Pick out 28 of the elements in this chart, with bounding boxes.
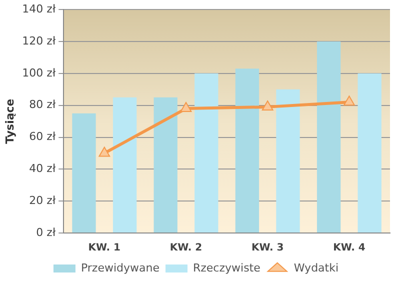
y-axis-title: Tysiące (3, 98, 16, 144)
bar (235, 68, 260, 232)
y-tick-label: 140 zł (22, 2, 56, 16)
y-tick-label: 40 zł (29, 162, 56, 176)
bar (276, 89, 300, 232)
x-tick-label: KW. 4 (333, 242, 366, 254)
x-tick-label: KW. 1 (88, 242, 121, 254)
bar (358, 73, 382, 232)
bar (154, 97, 178, 232)
y-tick-label: 80 zł (29, 98, 56, 112)
x-tick-label: KW. 3 (251, 242, 284, 254)
bar (112, 97, 137, 232)
legend-label: Rzeczywiste (192, 261, 261, 274)
bar (194, 73, 218, 232)
point (344, 96, 355, 106)
y-tick-label: 120 zł (22, 34, 56, 48)
legend-label: Wydatki (294, 261, 339, 274)
point (98, 146, 110, 157)
y-tick-label: 20 zł (29, 194, 56, 207)
x-tick-label: KW. 2 (170, 242, 202, 254)
y-tick-label: 60 zł (29, 130, 56, 144)
point (262, 100, 274, 110)
bar (316, 42, 341, 232)
y-tick-label: 0 zł (36, 226, 56, 239)
y-tick-label: 100 zł (22, 66, 56, 80)
legend-label: Przewidywane (80, 261, 160, 274)
point (180, 102, 192, 112)
bar (72, 113, 96, 232)
